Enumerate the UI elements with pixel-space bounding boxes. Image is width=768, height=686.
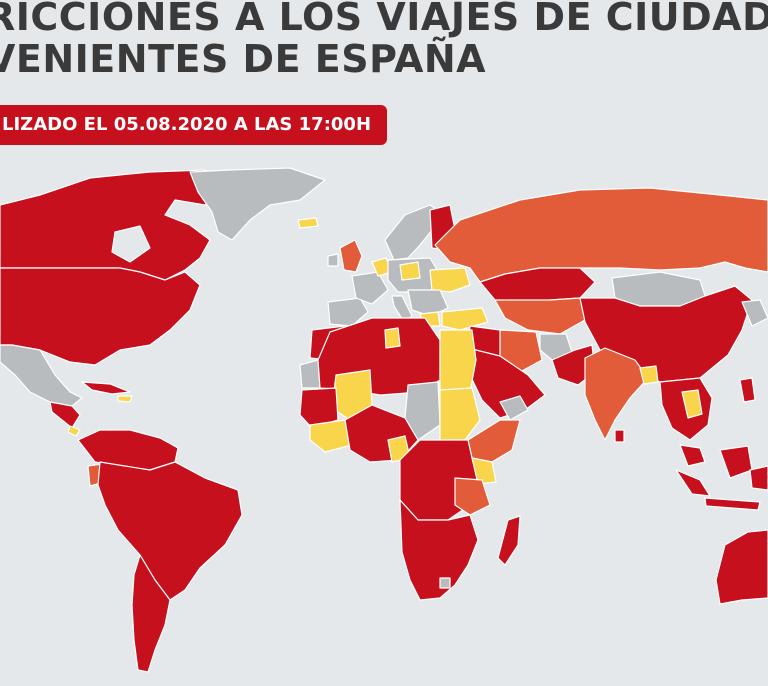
updated-date-badge: LIZADO EL 05.08.2020 A LAS 17:00H xyxy=(0,105,388,145)
region-central-america xyxy=(49,401,81,429)
region-sudan-yellow xyxy=(439,387,481,441)
region-eritrea-gray xyxy=(499,395,529,421)
region-ukraine-yellow xyxy=(429,267,471,293)
region-france xyxy=(351,271,389,305)
region-balkans xyxy=(407,289,449,317)
region-philippines xyxy=(739,377,756,403)
region-uk xyxy=(339,239,363,273)
region-iberia xyxy=(327,297,369,327)
region-australia xyxy=(715,529,768,605)
region-mexico xyxy=(0,344,83,407)
region-western-sahara xyxy=(299,359,321,389)
region-madagascar xyxy=(497,515,521,566)
region-nepal-yellow xyxy=(639,365,659,385)
region-costa-rica xyxy=(67,425,81,437)
region-new-guinea xyxy=(749,465,768,491)
region-kenya-yellow xyxy=(471,457,497,485)
region-ireland xyxy=(327,253,339,267)
region-chad-sudan-gray xyxy=(404,381,441,441)
region-iceland xyxy=(297,217,319,229)
region-korea-japan xyxy=(741,299,768,327)
region-southern-cone xyxy=(131,554,171,673)
region-central-asia xyxy=(494,297,586,335)
title-line-1: RICCIONES A LOS VIAJES DE CIUDADA xyxy=(0,0,768,39)
region-cuba xyxy=(81,381,131,395)
region-southern-africa xyxy=(399,499,479,601)
region-egypt-yellow xyxy=(439,329,477,393)
region-indonesia-java xyxy=(704,497,761,511)
region-lesotho-gray xyxy=(439,577,451,589)
region-laos-yellow xyxy=(681,389,703,419)
region-colombia-venezuela xyxy=(77,429,179,471)
page-title: RICCIONES A LOS VIAJES DE CIUDADA VENIEN… xyxy=(0,0,768,80)
region-caribbean-yellow xyxy=(117,395,133,403)
region-west-africa-yellow xyxy=(309,419,353,453)
region-malaysia xyxy=(679,444,706,467)
region-india xyxy=(584,347,649,441)
region-greenland xyxy=(189,167,326,241)
region-indonesia-borneo xyxy=(719,445,753,479)
region-russia xyxy=(434,187,768,283)
title-line-2: VENIENTES DE ESPAÑA xyxy=(0,37,487,81)
region-poland-yellow xyxy=(399,261,421,281)
region-tanzania xyxy=(454,477,491,516)
region-brazil xyxy=(97,461,243,601)
region-hudson-bay xyxy=(111,225,151,263)
region-turkey-yellow xyxy=(441,307,489,331)
region-indonesia-sumatra xyxy=(675,469,711,497)
region-libya-yellow xyxy=(384,327,401,349)
region-sri-lanka xyxy=(614,429,625,443)
